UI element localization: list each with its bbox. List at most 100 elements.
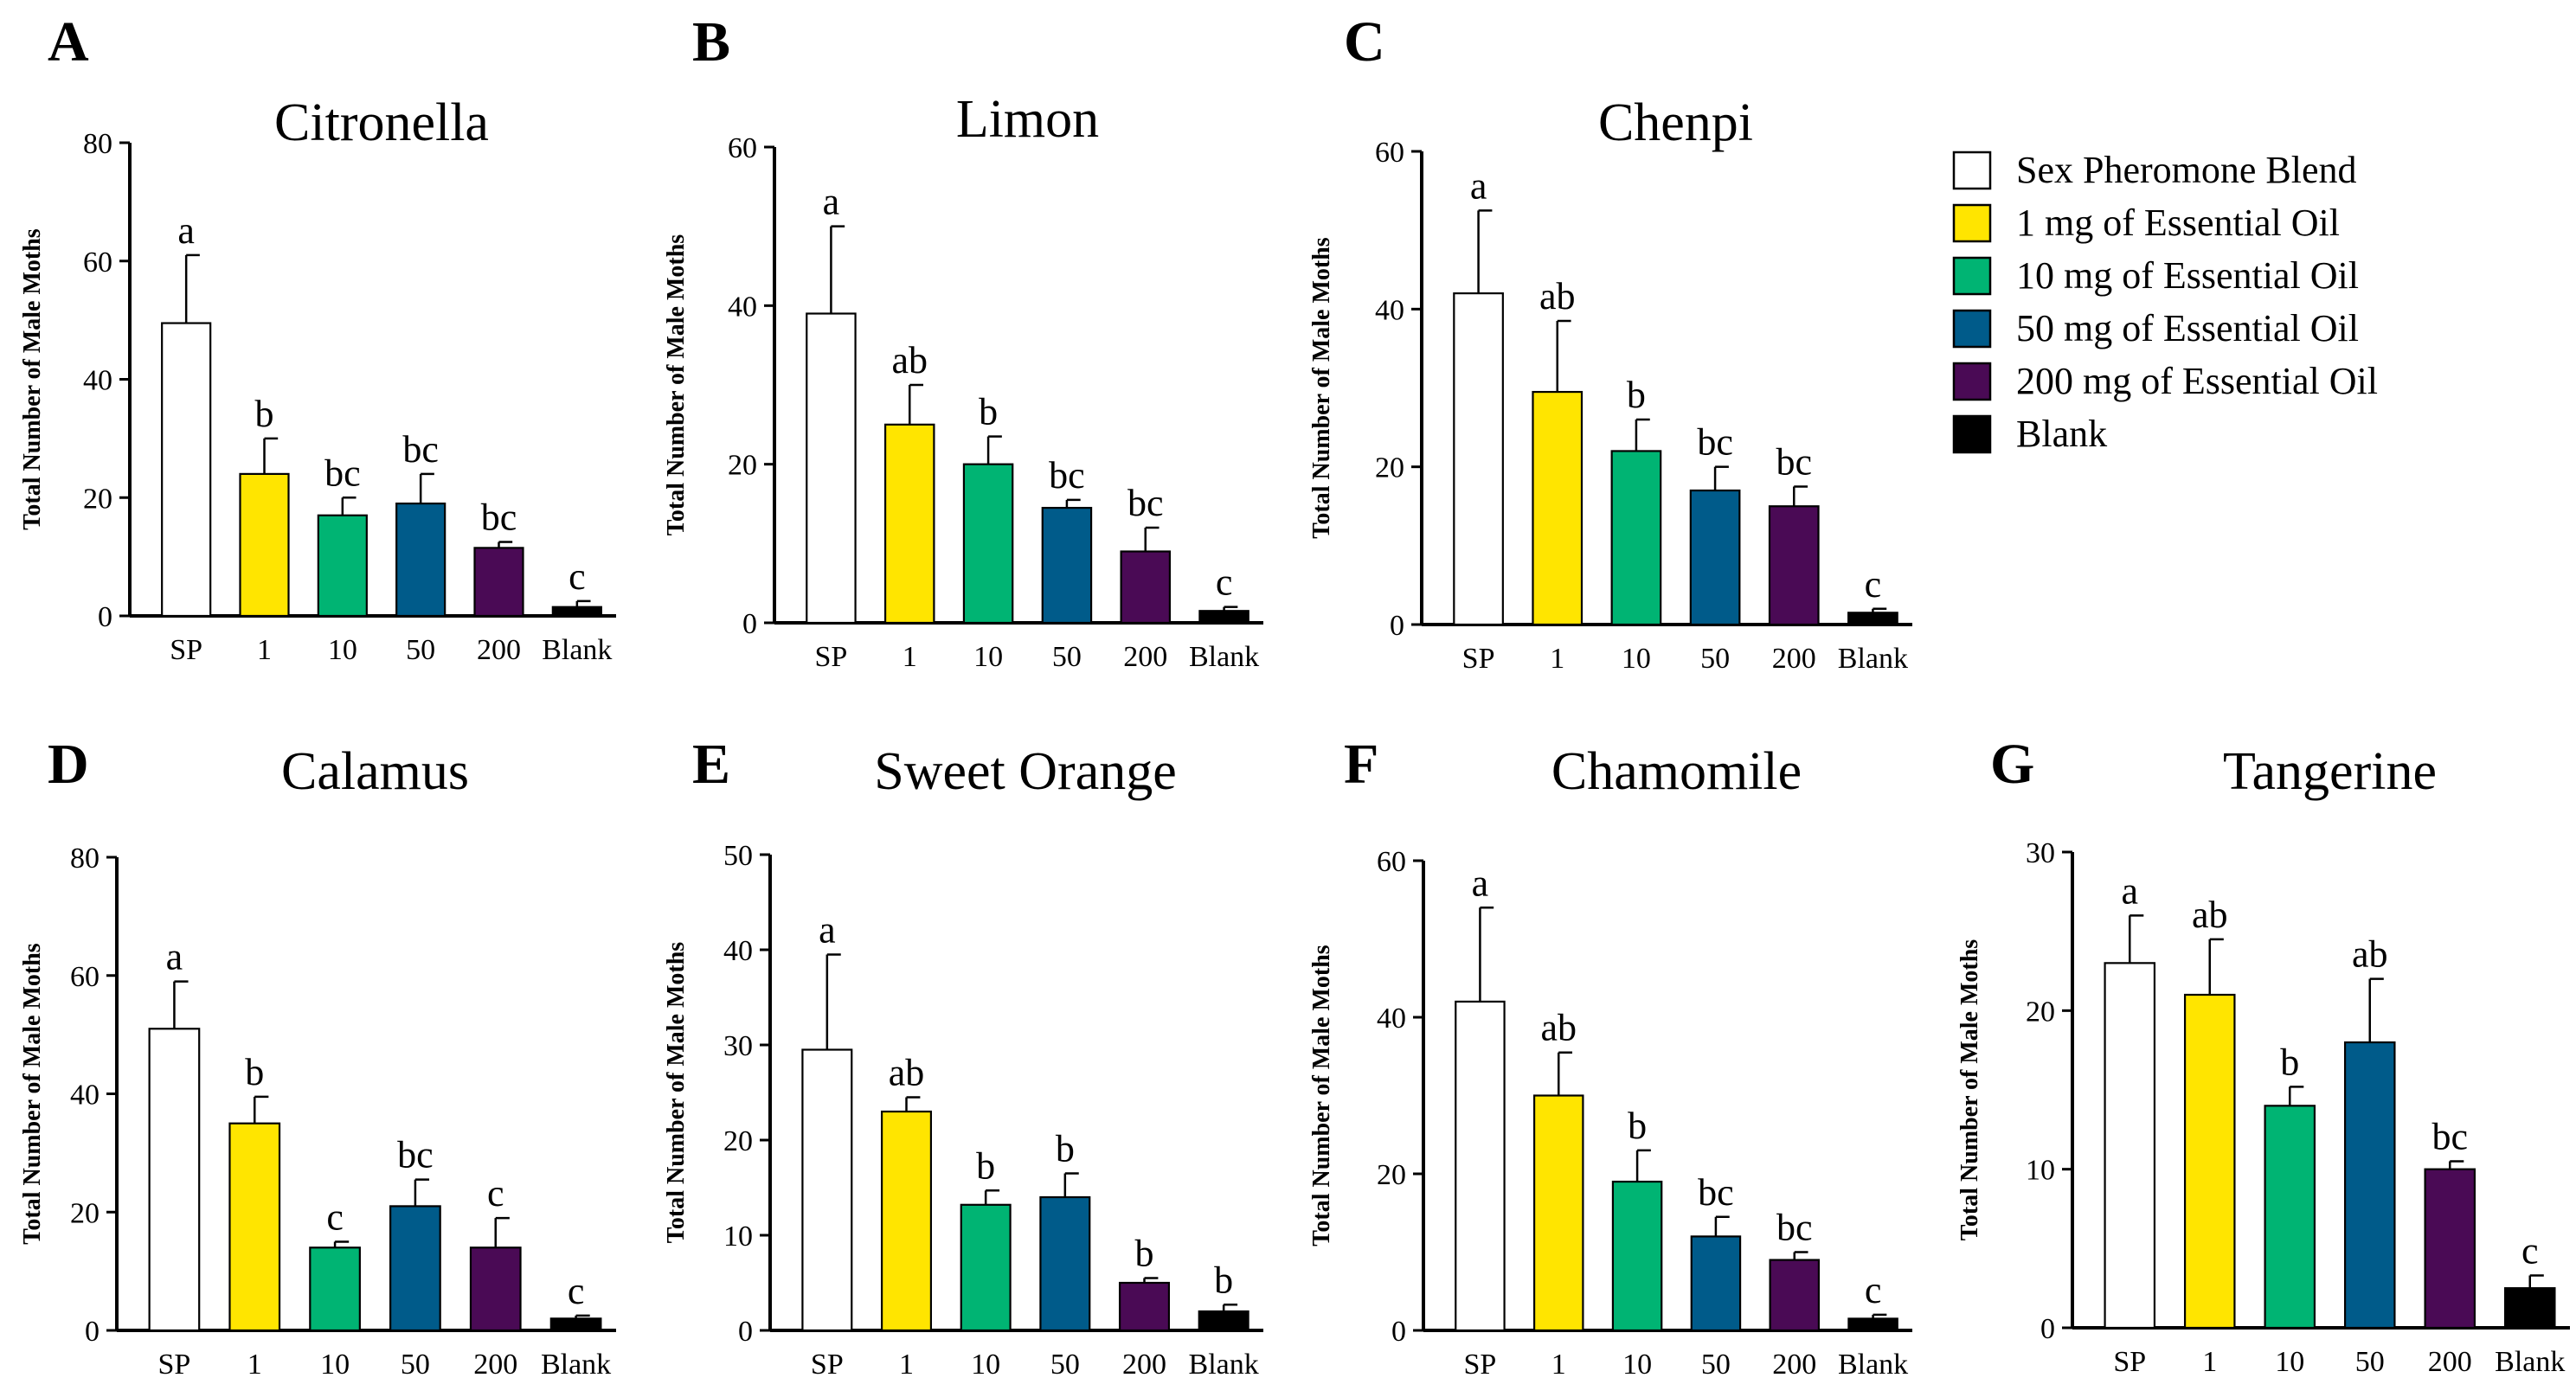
legend-swatch xyxy=(1952,309,1992,349)
x-tick-label: 200 xyxy=(1122,1349,1166,1381)
x-tick-label: 50 xyxy=(2355,1346,2385,1378)
bar-blank xyxy=(1198,610,1249,625)
x-tick-label: SP xyxy=(1462,643,1495,675)
y-axis-label: Total Number of Male Moths xyxy=(1956,939,1983,1241)
x-tick-label: 50 xyxy=(1700,643,1730,675)
significance-letter: bc xyxy=(397,1134,434,1176)
significance-letter: bc xyxy=(1698,1171,1734,1214)
x-tick-label: 50 xyxy=(401,1349,430,1381)
x-tick-label: 1 xyxy=(1550,643,1564,675)
bar-sp xyxy=(806,312,857,625)
y-tick-label: 0 xyxy=(2040,1313,2055,1345)
x-tick-label: 200 xyxy=(2428,1346,2472,1378)
bar-1 xyxy=(2183,993,2236,1330)
significance-letter: b xyxy=(1056,1128,1075,1170)
x-tick-label: Blank xyxy=(1838,1349,1908,1381)
bar-10 xyxy=(1610,450,1662,626)
bar-50 xyxy=(389,1205,441,1332)
significance-letter: b xyxy=(245,1051,264,1093)
bar-50 xyxy=(1690,1235,1742,1332)
y-tick-label: 20 xyxy=(728,450,757,482)
chart-panel-f: F Chamomile Total Number of Male Moths 0 20 4… xyxy=(1308,733,1912,1381)
x-tick-label: 10 xyxy=(1622,1349,1652,1381)
y-tick-label: 80 xyxy=(70,843,100,875)
x-tick-label: SP xyxy=(170,634,202,666)
chart-panel-d: D Calamus Total Number of Male Moths 0 20 40 6… xyxy=(19,733,616,1381)
bar-1 xyxy=(880,1110,933,1332)
y-tick-label: 20 xyxy=(723,1125,753,1157)
bar-blank xyxy=(2503,1287,2556,1330)
bar-sp xyxy=(1453,292,1504,626)
x-tick-label: Blank xyxy=(1189,1349,1259,1381)
bar-50 xyxy=(1689,489,1741,626)
x-tick-label: 50 xyxy=(406,634,435,666)
bar-200 xyxy=(2424,1168,2476,1330)
significance-letter: ab xyxy=(891,339,928,381)
significance-letter: a xyxy=(177,209,195,252)
x-tick-label: 1 xyxy=(257,634,272,666)
significance-letter: bc xyxy=(1049,454,1085,497)
significance-letter: ab xyxy=(2192,894,2228,936)
panel-letter: F xyxy=(1344,733,1378,796)
significance-letter: bc xyxy=(1776,1207,1813,1249)
significance-letter: bc xyxy=(402,428,439,471)
y-tick-label: 0 xyxy=(85,1316,100,1348)
significance-letter: c xyxy=(569,555,586,598)
legend-label: Blank xyxy=(2016,413,2107,455)
y-tick-label: 20 xyxy=(1377,1159,1406,1191)
bar-blank xyxy=(549,1317,602,1332)
significance-letter: c xyxy=(568,1270,585,1312)
significance-letter: ab xyxy=(2352,933,2388,976)
significance-letter: b xyxy=(976,1144,995,1187)
panel-letter: C xyxy=(1344,10,1385,74)
y-tick-label: 0 xyxy=(742,608,757,640)
bar-blank xyxy=(1847,612,1898,626)
significance-letter: a xyxy=(1470,164,1487,207)
significance-letter: a xyxy=(1472,862,1489,904)
panel-letter: G xyxy=(1990,733,2034,796)
legend-label: 200 mg of Essential Oil xyxy=(2016,360,2378,402)
x-tick-label: 1 xyxy=(903,641,917,673)
chart-title: Sweet Orange xyxy=(874,742,1176,801)
significance-letter: c xyxy=(1865,563,1882,606)
y-axis-label: Total Number of Male Moths xyxy=(1308,945,1335,1246)
legend: Sex Pheromone Blend 1 mg of Essential Oil… xyxy=(1952,149,2378,455)
bar-50 xyxy=(1041,506,1093,625)
chart-title: Tangerine xyxy=(2223,742,2437,801)
significance-letter: b xyxy=(255,393,274,435)
y-tick-label: 0 xyxy=(738,1316,753,1348)
y-axis-label: Total Number of Male Moths xyxy=(19,943,46,1245)
y-axis-label: Total Number of Male Moths xyxy=(19,228,46,530)
bar-200 xyxy=(1120,550,1172,625)
significance-letter: ab xyxy=(1539,275,1576,317)
bar-10 xyxy=(309,1246,361,1332)
x-tick-label: 1 xyxy=(247,1349,262,1381)
x-tick-label: 10 xyxy=(320,1349,350,1381)
y-tick-label: 0 xyxy=(1391,1316,1406,1348)
bar-blank xyxy=(1198,1310,1249,1332)
x-tick-label: SP xyxy=(1464,1349,1497,1381)
bar-50 xyxy=(2343,1041,2396,1330)
bar-1 xyxy=(239,472,290,618)
x-tick-label: 1 xyxy=(1551,1349,1566,1381)
bar-sp xyxy=(148,1028,201,1332)
y-tick-label: 60 xyxy=(728,132,757,164)
significance-letter: b xyxy=(1135,1233,1154,1275)
x-tick-label: 50 xyxy=(1701,1349,1731,1381)
significance-letter: c xyxy=(487,1172,504,1214)
bar-50 xyxy=(395,502,446,618)
significance-letter: bc xyxy=(1127,482,1164,524)
y-axis-label: Total Number of Male Moths xyxy=(663,942,690,1244)
bar-200 xyxy=(469,1246,522,1332)
chart-title: Citronella xyxy=(274,93,489,152)
legend-label: 10 mg of Essential Oil xyxy=(2016,254,2359,297)
chart-panel-c: C Chenpi Total Number of Male Moths 0 20 40 60… xyxy=(1308,10,1912,675)
x-tick-label: 10 xyxy=(971,1349,1000,1381)
legend-swatch xyxy=(1952,414,1992,454)
bar-50 xyxy=(1039,1195,1091,1332)
bar-10 xyxy=(962,463,1014,625)
chart-title: Chamomile xyxy=(1551,742,1802,801)
x-tick-label: 200 xyxy=(1772,643,1816,675)
bar-200 xyxy=(1118,1281,1171,1332)
y-tick-label: 20 xyxy=(83,483,112,515)
